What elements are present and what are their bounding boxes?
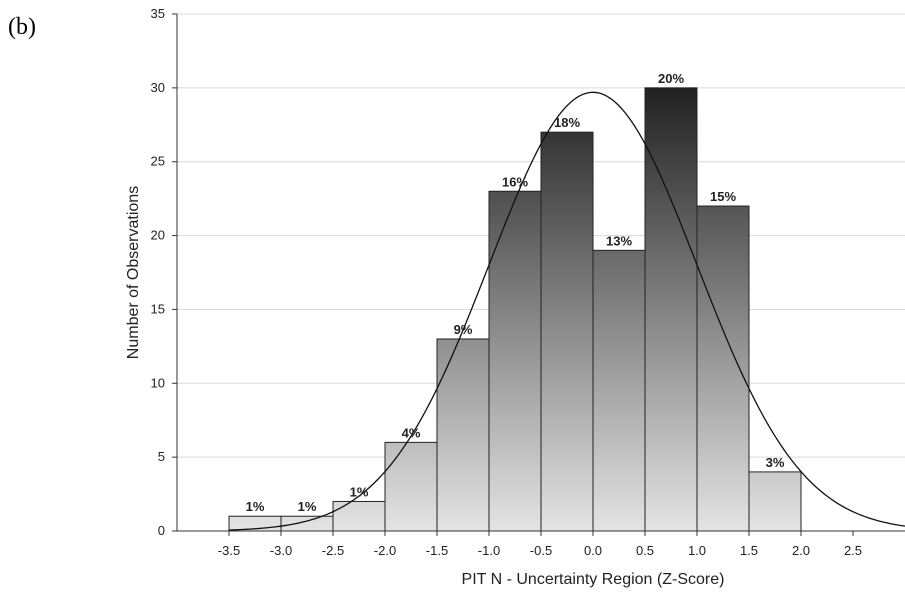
- y-tick-label: 15: [151, 301, 165, 316]
- y-tick-label: 30: [151, 80, 165, 95]
- normal-fit-curve: [228, 91, 905, 531]
- y-tick-label: 0: [158, 523, 165, 538]
- x-tick-label: -3.0: [270, 543, 292, 558]
- bar-percent-label: 1%: [246, 499, 265, 514]
- bar-percent-label: 9%: [454, 322, 473, 337]
- y-tick-label: 5: [158, 449, 165, 464]
- panel-label: (b): [8, 14, 36, 40]
- bar-percent-label: 13%: [606, 233, 632, 248]
- x-tick-label: 2.0: [792, 543, 810, 558]
- bar-percent-label: 1%: [350, 484, 369, 499]
- histogram-bar: [436, 338, 490, 532]
- y-tick-label: 35: [151, 6, 165, 21]
- bar-percent-label: 16%: [502, 174, 528, 189]
- x-tick-label: -2.5: [322, 543, 344, 558]
- bar-labels: 1% 1% 1% 4% 9% 16% 18% 13% 20% 15% 3%: [246, 71, 785, 514]
- x-tick-label: 0.0: [584, 543, 602, 558]
- histogram-bar: [280, 515, 334, 532]
- y-tick-label: 25: [151, 154, 165, 169]
- bar-percent-label: 1%: [298, 499, 317, 514]
- y-axis-label: Number of Observations: [125, 186, 142, 359]
- histogram-bar: [488, 190, 542, 532]
- histogram-bar: [592, 249, 646, 532]
- y-tick-label: 10: [151, 375, 165, 390]
- bar-percent-label: 3%: [766, 455, 785, 470]
- x-tick-label: 0.5: [636, 543, 654, 558]
- axes: 0 5 10 15 20 25 30 35 -3.5 -3.0 -2.5 -2.0 -1.5 -1.0 -0…: [151, 6, 905, 558]
- x-axis-label: PIT N - Uncertainty Region (Z-Score): [462, 571, 725, 588]
- x-tick-label: -2.0: [374, 543, 396, 558]
- x-tick-label: 1.0: [688, 543, 706, 558]
- y-tick-label: 20: [151, 228, 165, 243]
- bar-percent-label: 4%: [402, 425, 421, 440]
- normal-curve: [228, 91, 905, 531]
- x-tick-label: 2.5: [844, 543, 862, 558]
- bar-percent-label: 20%: [658, 71, 684, 86]
- bars: [228, 87, 802, 532]
- histogram-bar: [696, 205, 750, 532]
- x-tick-label: -0.5: [530, 543, 552, 558]
- x-tick-label: -1.5: [426, 543, 448, 558]
- histogram-bar: [748, 471, 802, 532]
- x-tick-label: 1.5: [740, 543, 758, 558]
- x-tick-label: -3.5: [218, 543, 240, 558]
- histogram-bar: [644, 87, 698, 532]
- histogram-bar: [540, 131, 594, 532]
- histogram-bar: [332, 500, 386, 532]
- x-tick-label: -1.0: [478, 543, 500, 558]
- histogram-bar: [384, 441, 438, 532]
- bar-percent-label: 15%: [710, 189, 736, 204]
- bar-percent-label: 18%: [554, 115, 580, 130]
